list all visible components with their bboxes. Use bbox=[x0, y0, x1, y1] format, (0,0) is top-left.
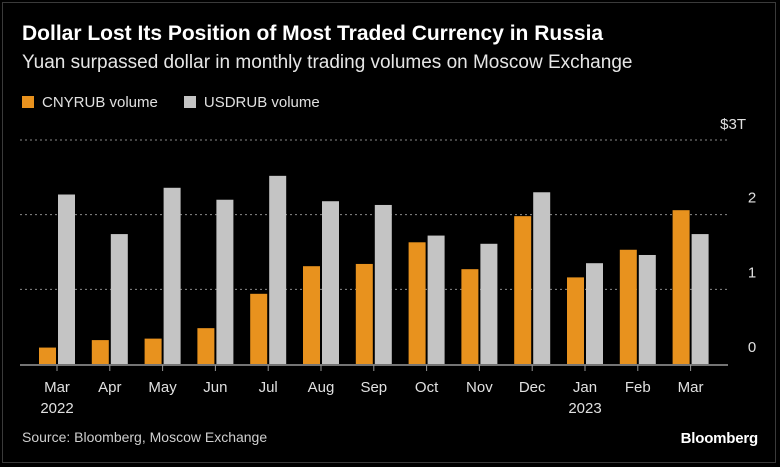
bar-usd-aug-5 bbox=[322, 201, 339, 364]
y-tick-label: 2 bbox=[748, 190, 756, 207]
bar-cny-sep-6 bbox=[355, 263, 373, 364]
legend-swatch-cny bbox=[22, 96, 34, 108]
x-tick-label: Jul bbox=[259, 379, 278, 396]
legend-item-cny: CNYRUB volume bbox=[22, 94, 158, 111]
legend-label-cny: CNYRUB volume bbox=[42, 93, 158, 111]
bar-cny-nov-8 bbox=[461, 269, 479, 364]
bar-usd-mar-12 bbox=[691, 234, 709, 364]
chart-subtitle: Yuan surpassed dollar in monthly trading… bbox=[22, 52, 633, 73]
bar-cny-apr-1 bbox=[91, 340, 109, 364]
x-tick-label: May bbox=[148, 379, 177, 396]
chart-title: Dollar Lost Its Position of Most Traded … bbox=[22, 22, 604, 45]
x-tick-label: Sep bbox=[360, 379, 387, 396]
y-tick-label: 0 bbox=[748, 339, 756, 356]
x-tick-label: Mar bbox=[678, 379, 704, 396]
bar-usd-jul-4 bbox=[269, 175, 287, 364]
y-tick-label: 1 bbox=[748, 264, 756, 281]
bar-cny-mar-0 bbox=[39, 347, 56, 364]
legend-label-usd: USDRUB volume bbox=[203, 93, 320, 111]
bar-usd-apr-1 bbox=[110, 234, 128, 364]
bar-cny-jun-3 bbox=[197, 328, 215, 364]
bar-cny-feb-11 bbox=[619, 249, 637, 364]
x-tick-label: Jan bbox=[573, 379, 597, 396]
x-tick-label: Mar bbox=[44, 379, 70, 396]
legend-item-usd: USDRUB volume bbox=[183, 93, 320, 111]
bar-cny-oct-7 bbox=[408, 242, 426, 364]
bar-cny-mar-12 bbox=[672, 210, 690, 364]
bar-usd-feb-11 bbox=[638, 254, 656, 364]
bar-cny-jan-10 bbox=[567, 277, 584, 364]
bar-usd-may-2 bbox=[163, 187, 181, 364]
x-tick-label: Nov bbox=[466, 379, 493, 396]
legend-swatch-usd bbox=[183, 96, 196, 108]
source-note: Source: Bloomberg, Moscow Exchange bbox=[22, 429, 268, 445]
x-tick-year-label: 2023 bbox=[568, 400, 601, 417]
bar-cny-may-2 bbox=[144, 338, 162, 364]
bar-usd-dec-9 bbox=[533, 192, 551, 364]
bar-cny-dec-9 bbox=[514, 216, 532, 364]
x-tick-label: Dec bbox=[519, 379, 546, 396]
bar-usd-nov-8 bbox=[480, 243, 498, 364]
legend: CNYRUB volume USDRUB volume bbox=[22, 92, 346, 112]
x-tick-label: Feb bbox=[625, 379, 651, 396]
bar-usd-jan-10 bbox=[586, 263, 603, 364]
bar-cny-aug-5 bbox=[303, 266, 320, 364]
bloomberg-logo: Bloomberg bbox=[680, 430, 759, 447]
x-tick-label: Jun bbox=[203, 379, 227, 396]
bar-usd-mar-0 bbox=[58, 194, 75, 364]
bar-usd-jun-3 bbox=[216, 199, 234, 364]
chart-frame bbox=[2, 2, 776, 463]
x-tick-year-label: 2022 bbox=[40, 400, 73, 417]
x-tick-label: Aug bbox=[308, 379, 335, 396]
y-axis-unit-label: $3T bbox=[720, 116, 746, 133]
x-tick-label: Apr bbox=[98, 379, 121, 396]
bar-usd-sep-6 bbox=[374, 204, 392, 364]
bar-usd-oct-7 bbox=[427, 235, 445, 364]
bar-cny-jul-4 bbox=[250, 293, 268, 364]
x-tick-label: Oct bbox=[415, 379, 439, 396]
